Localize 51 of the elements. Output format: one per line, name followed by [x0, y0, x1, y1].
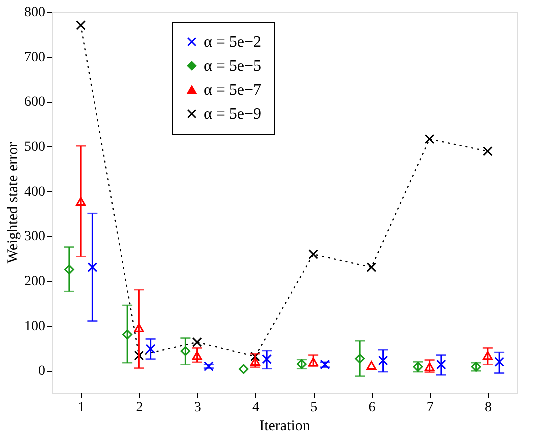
y-axis-title: Weighted state error [6, 142, 22, 264]
y-tick-label: 700 [24, 50, 46, 66]
y-tick-label: 500 [24, 140, 46, 155]
point [192, 351, 202, 360]
point [308, 250, 318, 260]
y-tick-label: 100 [24, 319, 46, 334]
point [146, 344, 156, 354]
point [424, 362, 435, 372]
point [308, 358, 318, 366]
x-tick-label: 5 [310, 400, 318, 416]
point [378, 356, 388, 366]
point [134, 350, 144, 361]
x-tick-label: 7 [426, 400, 434, 416]
x-tick-label: 8 [484, 400, 492, 416]
point [483, 351, 493, 360]
x-tick-label: 1 [78, 400, 86, 416]
point [483, 146, 493, 156]
point [366, 361, 377, 370]
y-tick-label: 800 [24, 6, 46, 20]
point [238, 364, 249, 374]
legend-label: α = 5e−7 [204, 82, 262, 99]
point [250, 357, 260, 366]
point [424, 134, 435, 144]
point [122, 330, 132, 340]
legend-label: α = 5e−5 [204, 58, 262, 75]
legend-label: α = 5e−2 [204, 34, 262, 51]
x-tick-label: 4 [252, 400, 260, 416]
point [355, 354, 365, 364]
y-tick-label: 300 [24, 230, 46, 245]
point [250, 352, 260, 362]
x-tick-label: 3 [194, 400, 202, 416]
point [180, 346, 191, 356]
point [134, 324, 144, 332]
point [64, 264, 74, 275]
x-tick-label: 6 [368, 400, 376, 416]
point [262, 354, 272, 364]
point [494, 357, 504, 368]
y-tick-label: 200 [24, 274, 46, 290]
legend-label: α = 5e−9 [204, 106, 262, 123]
y-tick-label: 0 [38, 364, 46, 380]
y-tick-label: 600 [24, 95, 46, 110]
point [366, 262, 377, 272]
y-tick-label: 400 [24, 184, 46, 200]
point [76, 20, 86, 30]
point [192, 337, 202, 348]
point [88, 262, 98, 272]
x-tick-label: 2 [136, 400, 144, 416]
x-axis-title: Iteration [260, 418, 311, 434]
point [436, 360, 446, 370]
point [204, 362, 214, 372]
point [76, 197, 86, 206]
